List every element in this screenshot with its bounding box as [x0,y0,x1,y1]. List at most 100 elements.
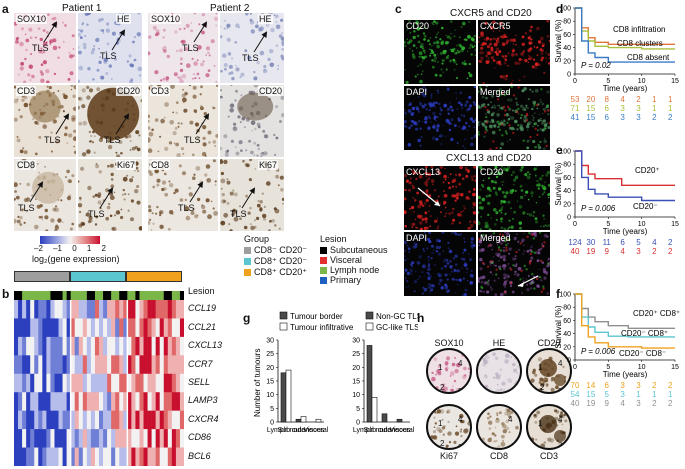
g-legend-swatch [365,322,374,331]
group-legend-item: CD8⁺ CD20⁻ [244,256,316,267]
legend-text: Visceral [330,255,362,265]
fluorescence-tile: Merged [478,86,550,150]
km-curve [575,293,675,349]
tls-label: TLS [242,53,259,63]
gene-label: BCL6 [188,450,211,461]
core-number: 1 [538,363,543,372]
tma-core: 4 [476,404,522,450]
panel-g-label: g [243,311,251,325]
risk-value: 2 [652,381,657,390]
km-xtick: 5 [606,221,610,228]
stain-label: CD8 [16,160,37,170]
tls-label: TLS [18,203,35,213]
core-number: 4 [558,415,563,424]
km-curve-label: CD20⁺ [635,166,660,175]
risk-value: 5 [636,238,641,247]
risk-value: 5 [605,390,610,399]
km-xtick: 10 [638,364,646,371]
legend-swatch [244,269,251,276]
histology-tile: SOX10 TLS [148,13,218,83]
core-number: 4 [508,415,513,424]
lesion-track-label: Lesion [188,286,215,296]
risk-value: 1 [668,390,673,399]
g-ytick: 15 [352,379,360,386]
risk-value: 2 [636,95,641,104]
risk-value: 3 [620,113,625,122]
risk-value: 6 [605,104,610,113]
g-category: Lymph node [267,427,305,434]
km-xtick: 5 [606,78,610,85]
fluorescence-tile: Merged [478,232,550,296]
heatmap [14,300,184,466]
channel-label: DAPI [406,87,428,97]
legend-text: Subcutaneous [330,245,388,255]
g-legend-text: Tumour border [290,312,343,321]
cb-tick: 1 [86,244,92,253]
g-ytick: 15 [266,379,274,386]
lesion-legend-title: Lesion [320,234,347,244]
tma-stain-label: CD20 [537,338,561,348]
km-curve-label: CD20⁺ CD8⁺ [633,309,680,318]
gene-label: CXCR4 [188,413,219,424]
tls-label: TLS [32,43,49,53]
risk-value: 19 [586,399,595,408]
core-number: 3 [558,441,563,450]
tma-stain-label: HE [492,338,506,348]
risk-value: 54 [571,390,580,399]
patient-1-label: Patient 1 [62,3,102,14]
g-legend-text: Tumour infiltrative [290,323,354,332]
g-ytick: 5 [270,406,274,413]
risk-value: 4 [620,95,625,104]
tma-stain-label: Ki67 [439,451,458,461]
g-bar [371,397,378,423]
km-xtick: 15 [671,78,679,85]
risk-value: 2 [668,238,673,247]
group-legend: CD8⁻ CD20⁻ CD8⁺ CD20⁻ CD8⁺ CD20⁺ [244,245,316,278]
stain-label: SOX10 [16,14,48,24]
g-legend-swatch [279,311,288,320]
histology-tile: HE TLS [220,13,284,83]
group-legend-item: CD8⁺ CD20⁺ [244,267,316,278]
g-category: Sub cutaneous [364,427,411,434]
km-ytick: 20 [563,201,571,208]
histology-tile: CD8 TLS [148,159,218,231]
lesion-legend-item: Primary [320,275,400,285]
cb-tick: 2 [101,244,106,253]
tma-stain-label: CD8 [489,451,508,461]
lesion-legend-item: Subcutaneous [320,245,400,255]
core-number: 4 [558,359,563,368]
risk-value: 19 [586,247,595,256]
fluorescence-tile: CXCL13 [404,166,476,230]
g-ytick: 25 [266,351,274,358]
gene-label: CD86 [188,432,212,443]
tls-label: TLS [44,135,61,145]
risk-value: 1 [668,95,673,104]
stain-label: HE [258,14,273,24]
km-curve-label: CD20⁻ CD8⁺ [621,329,668,338]
risk-value: 6 [620,238,625,247]
tma-stain-label: SOX10 [434,338,464,348]
km-xtick: 0 [573,364,577,371]
gene-label: LAMP3 [188,395,218,406]
risk-value: 40 [571,247,580,256]
gene-labels: CCL19 CCL21 CXCL13 CCR7 SELL LAMP3 CXCR4 CD86 BC… [188,300,238,466]
stain-label: CD3 [16,86,37,96]
risk-value: 3 [636,381,641,390]
legend-swatch [320,247,327,254]
stain-label: HE [116,14,131,24]
risk-value: 4 [620,247,625,256]
cb-tick: –1 [53,244,63,253]
tls-label: TLS [230,209,247,219]
channel-label: CD20 [406,21,430,31]
km-xtick: 15 [671,364,679,371]
histology-tile: HE TLS [78,13,142,83]
g-bar [295,418,302,423]
risk-value: 2 [652,399,657,408]
group-bar-cd8pos-cd20pos [126,271,182,282]
panel-c-label: c [395,2,402,16]
fluorescence-tile: CD20 [478,166,550,230]
group-legend-item: CD8⁻ CD20⁻ [244,245,316,256]
